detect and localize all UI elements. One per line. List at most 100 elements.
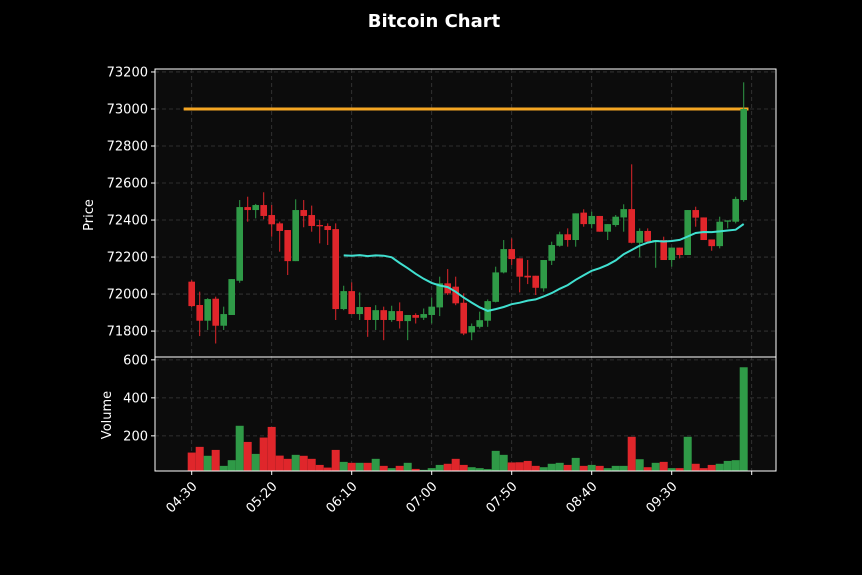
candle-body [268,215,275,225]
candle [572,213,579,247]
volume-bar [619,465,628,471]
chart-title: Bitcoin Chart [368,11,501,32]
volume-bar [683,436,692,471]
volume-frame [154,356,777,472]
volume-bar [427,468,436,471]
candle-body [444,283,451,294]
candle [636,228,643,258]
volume-bar [731,460,740,471]
volume-bar [211,449,220,471]
volume-bar [547,463,556,471]
candle [332,223,339,320]
candle [660,236,667,261]
candle [596,215,603,232]
volume-bar [707,464,716,471]
candle [188,280,195,308]
price-tick-label: 72000 [107,288,148,303]
candle [260,192,267,220]
volume-bar [419,469,428,471]
price-tick-label: 73200 [107,65,148,80]
volume-bar [515,462,524,471]
candle-body [236,207,243,281]
candle [420,308,427,320]
volume-bar [667,468,676,471]
volume-bar [379,465,388,471]
candle-body [348,291,355,315]
candle-body [604,224,611,232]
volume-bar [235,425,244,471]
price-tick-label: 72600 [107,177,148,192]
candle-body [412,314,419,318]
volume-bar [251,453,260,471]
candle [444,269,451,295]
x-tick-label: 06:10 [323,479,360,516]
candle-body [572,213,579,241]
volume-tick-label: 200 [123,429,148,444]
volume-bar [699,468,708,471]
candle-body [708,239,715,247]
candle-body [684,210,691,256]
candle [540,260,547,292]
volume-bar [291,454,300,471]
candle-body [540,260,547,289]
candle [244,196,251,222]
candle-body [612,216,619,226]
candle-body [364,307,371,320]
candle [204,298,211,330]
volume-bar [259,437,268,471]
candle [612,215,619,227]
candle [508,238,515,266]
volume-bar [675,468,684,471]
candle [628,164,635,244]
candle-body [300,210,307,216]
volume-bar [275,455,284,471]
volume-bar [635,459,644,471]
candle-body [340,291,347,310]
x-tick-label: 05:20 [243,479,280,516]
candle [524,260,531,285]
volume-bar [499,454,508,471]
candle [388,305,395,322]
volume-bar [339,461,348,471]
volume-bar [739,367,748,471]
candle-body [404,314,411,322]
candle [548,241,555,266]
x-tick-label: 09:30 [643,479,680,516]
candle-body [580,212,587,225]
candle [604,224,611,241]
candle-body [516,258,523,277]
volume-bar [563,464,572,471]
volume-bar [435,464,444,471]
price-tick-label: 71800 [107,325,148,340]
volume-bar [579,465,588,471]
candle-body [380,310,387,320]
candle-body [228,279,235,315]
candle [212,296,219,344]
candle-body [468,326,475,333]
volume-bar [491,450,500,471]
volume-bar [387,468,396,471]
volume-bar [459,464,468,471]
candle [668,247,675,267]
candle [532,275,539,295]
candle [740,82,747,202]
volume-bar [347,462,356,471]
volume-bar [219,465,228,471]
candle-body [676,247,683,256]
candle-body [716,221,723,247]
candle-body [452,286,459,304]
candle-body [668,247,675,261]
candle [620,204,627,232]
candle-body [436,283,443,308]
candle-body [660,240,667,261]
candle [220,306,227,330]
volume-bar [723,460,732,471]
volume-bar [603,468,612,471]
candle [356,292,363,320]
candle [724,220,731,229]
volume-panel [155,357,776,471]
candle-body [260,205,267,216]
volume-tick-label: 600 [123,353,148,368]
candle [564,228,571,247]
candle [644,228,651,243]
